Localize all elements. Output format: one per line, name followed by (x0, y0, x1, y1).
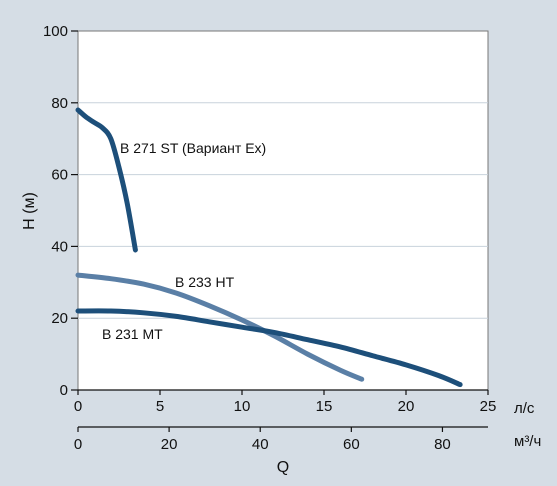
x-primary-unit: л/с (514, 400, 535, 417)
series-line (75, 107, 138, 253)
y-tick-label: 0 (60, 382, 68, 399)
plot-area (77, 30, 489, 391)
series-lines (75, 107, 463, 388)
x2-tick-label: 20 (161, 436, 178, 453)
x-tick-label: 0 (74, 398, 82, 415)
series-line (75, 308, 463, 388)
series-line (75, 272, 365, 382)
x2-tick-label: 60 (343, 436, 360, 453)
x2-tick-label: 40 (252, 436, 269, 453)
y-tick-label: 40 (51, 238, 68, 255)
y-tick-label: 100 (43, 23, 68, 40)
series-label: B 231 MT (102, 326, 163, 342)
x-axis-primary: 0 5 10 15 20 25 (74, 389, 497, 415)
x2-tick-label: 0 (74, 436, 82, 453)
x-tick-label: 10 (234, 398, 251, 415)
x2-tick-label: 80 (434, 436, 451, 453)
y-axis: 0 20 40 60 80 100 (43, 23, 78, 399)
y-tick-label: 80 (51, 95, 68, 112)
y-tick-label: 60 (51, 167, 68, 184)
x-tick-label: 25 (480, 398, 497, 415)
series-label: B 233 HT (175, 274, 235, 290)
x-axis-title: Q (277, 459, 289, 476)
x-tick-label: 15 (316, 398, 333, 415)
x-axis-secondary: 0 20 40 60 80 (74, 426, 488, 453)
series-label: B 271 ST (Вариант Ex) (120, 140, 266, 156)
y-tick-label: 20 (51, 310, 68, 327)
x-tick-label: 20 (398, 398, 415, 415)
series-labels: B 271 ST (Вариант Ex) B 233 HT B 231 MT (102, 140, 266, 342)
x-secondary-unit: м³/ч (514, 433, 541, 450)
x-tick-label: 5 (156, 398, 164, 415)
grid-lines (78, 102, 488, 319)
y-axis-title: H (м) (21, 192, 38, 230)
